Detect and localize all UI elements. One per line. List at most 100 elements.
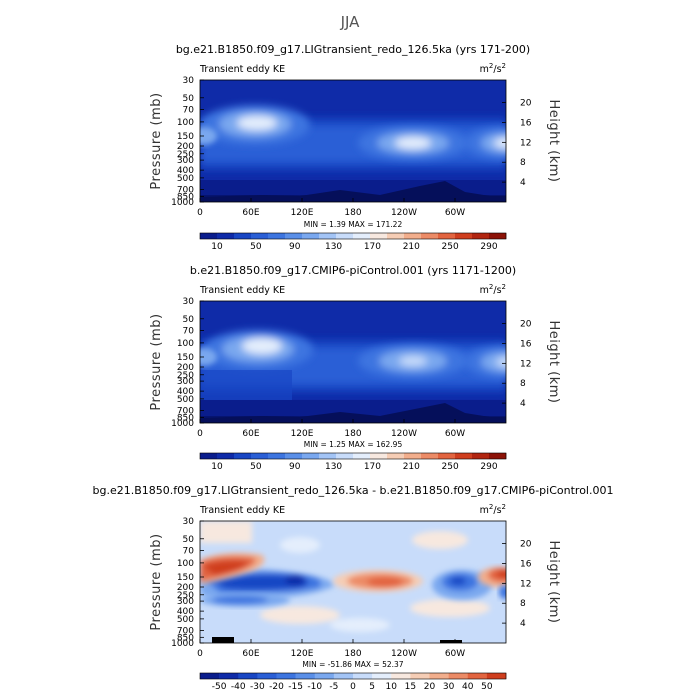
x-tick-label: 180 [344, 649, 361, 659]
colorbar-label: -30 [250, 682, 265, 692]
colorbar-swatch [410, 673, 430, 679]
colorbar-swatch [314, 673, 335, 679]
heatmap-field [200, 521, 506, 643]
colorbar-swatch [489, 453, 507, 459]
colorbar-label: 90 [289, 242, 301, 252]
negative-anomaly-west [200, 568, 335, 601]
colorbar: 10 50 90 130 170 210 250 290 [199, 452, 507, 472]
y-tick-label: 250 [177, 371, 194, 381]
y-axis-right: 20 16 12 8 4 [502, 540, 532, 629]
colorbar-swatch [319, 453, 337, 459]
colorbar-label: -40 [231, 682, 246, 692]
colorbar-swatch [455, 453, 473, 459]
colorbar-label: 130 [325, 462, 342, 472]
colorbar-swatch [234, 453, 252, 459]
y2-tick-label: 4 [520, 178, 526, 188]
y-axis-right: 20 16 12 8 4 [502, 99, 532, 188]
colorbar-label: 130 [325, 242, 342, 252]
positive-anomaly-central [333, 570, 423, 592]
colorbar-swatch [370, 233, 388, 239]
colorbar-frame [199, 232, 507, 240]
y-tick-label: 1000 [171, 198, 194, 208]
colorbar-label: 10 [211, 462, 223, 472]
colorbar-swatch [238, 673, 258, 679]
y-tick-label: 200 [177, 583, 194, 593]
y-axis-label: Pressure (mb) [149, 92, 164, 189]
y-tick-label: 850 [177, 192, 194, 202]
jet-maximum-edge-west [200, 348, 217, 366]
panel-title: b.e21.B1850.f09_g17.CMIP6-piControl.001 … [190, 264, 516, 277]
colorbar-swatch [353, 453, 371, 459]
y-tick-label: 1000 [171, 639, 194, 649]
y-tick-label: 200 [177, 363, 194, 373]
colorbar-label: 170 [364, 462, 381, 472]
colorbar-swatch [319, 233, 337, 239]
y-axis-label: Pressure (mb) [149, 313, 164, 410]
weak-positive-patches [200, 521, 490, 632]
colorbar-label: 170 [364, 242, 381, 252]
x-tick-label: 60E [242, 208, 259, 218]
y-axis-right: 20 16 12 8 4 [502, 320, 532, 409]
y-tick-label: 100 [177, 339, 194, 349]
y-tick-label: 200 [177, 142, 194, 152]
y2-axis-label: Height (km) [546, 321, 561, 404]
x-tick-label: 60E [242, 429, 259, 439]
colorbar-swatch [285, 233, 303, 239]
colorbar-swatch [467, 673, 488, 679]
y-tick-label: 700 [177, 627, 194, 637]
colorbar-label: 40 [462, 682, 474, 692]
y-tick-label: 400 [177, 387, 194, 397]
colorbar-frame [199, 672, 507, 680]
y-tick-label: 100 [177, 559, 194, 569]
jet-maximum-central [358, 126, 468, 160]
y-tick-label: 1000 [171, 419, 194, 429]
colorbar: 10 50 90 130 170 210 250 290 [199, 232, 507, 252]
colorbar-label: 290 [480, 462, 497, 472]
negative-anomaly-edge-east [499, 585, 506, 599]
colorbar-swatch [404, 453, 422, 459]
colorbar: -50 -40 -30 -20 -15 -10 -5 0 5 10 15 20 30 40 50 [199, 672, 507, 692]
colorbar-swatch [438, 233, 456, 239]
y2-tick-label: 8 [520, 158, 526, 168]
y-tick-label: 400 [177, 166, 194, 176]
y-tick-label: 70 [183, 326, 195, 336]
colorbar-swatch [455, 233, 473, 239]
panel-lig: bg.e21.B1850.f09_g17.LIGtransient_redo_1… [149, 43, 561, 252]
y2-tick-label: 12 [520, 579, 531, 589]
y-tick-label: 50 [183, 315, 195, 325]
jet-maximum-west [203, 330, 313, 370]
jet-maximum-edge-west [200, 127, 217, 145]
colorbar-swatch [219, 673, 239, 679]
y2-tick-label: 16 [520, 559, 532, 569]
topography [200, 181, 506, 202]
colorbar-swatch [251, 233, 269, 239]
x-axis: 0 60E 120E 180 120W 60W [197, 198, 465, 218]
colorbar-swatch [268, 233, 286, 239]
colorbar-swatch [333, 673, 354, 679]
y2-tick-label: 8 [520, 379, 526, 389]
colorbar-swatch [295, 673, 316, 679]
colorbar-swatch [421, 453, 439, 459]
x-tick-label: 0 [197, 429, 203, 439]
colorbar-label: 30 [443, 682, 455, 692]
y2-tick-label: 12 [520, 138, 531, 148]
colorbar-label: 290 [480, 242, 497, 252]
panel-units: m2/s2 [480, 283, 506, 296]
colorbar-swatch [387, 233, 405, 239]
y-tick-label: 50 [183, 94, 195, 104]
colorbar-label: 210 [403, 462, 420, 472]
colorbar-swatch [200, 673, 220, 679]
colorbar-frame [199, 452, 507, 460]
y-tick-label: 300 [177, 597, 194, 607]
x-tick-label: 120E [291, 649, 314, 659]
colorbar-swatch [257, 673, 277, 679]
y-tick-label: 150 [177, 573, 194, 583]
y-tick-label: 70 [183, 546, 195, 556]
colorbar-swatch [421, 233, 439, 239]
colorbar-swatch [404, 233, 422, 239]
colorbar-label: 15 [405, 682, 416, 692]
panel-difference: bg.e21.B1850.f09_g17.LIGtransient_redo_1… [93, 484, 614, 692]
colorbar-swatch [391, 673, 411, 679]
